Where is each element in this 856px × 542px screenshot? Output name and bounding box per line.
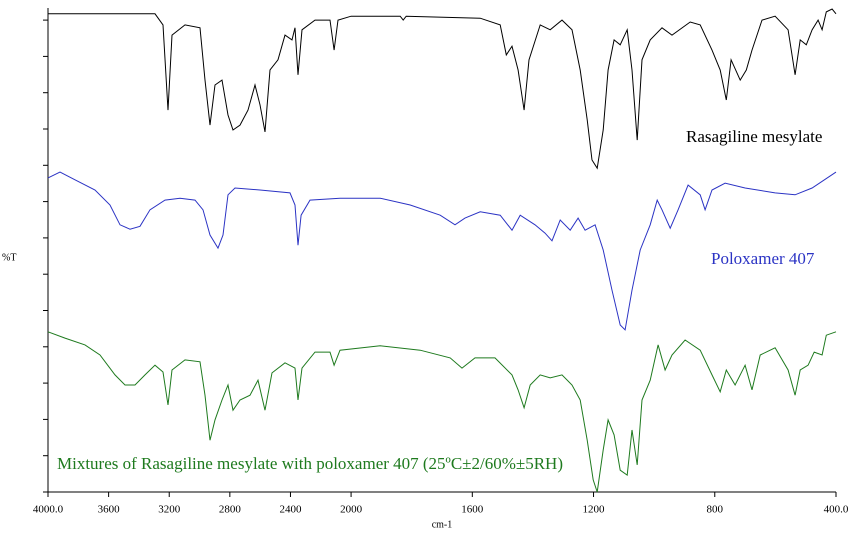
x-tick-label: 3200 (158, 504, 181, 516)
x-tick-label: 800 (707, 504, 724, 516)
x-tick-label: 2000 (340, 504, 363, 516)
series-label: Mixtures of Rasagiline mesylate with pol… (57, 454, 563, 473)
spectrum-line (47, 171, 837, 331)
x-tick-label: 4000.0 (33, 504, 64, 516)
x-tick-label: 1600 (461, 504, 484, 516)
x-tick-label: 2800 (219, 504, 242, 516)
x-tick-label: 2400 (279, 504, 302, 516)
series-label: Rasagiline mesylate (686, 127, 822, 146)
x-tick-label: 400.0 (824, 504, 849, 516)
x-tick-label: 3600 (98, 504, 121, 516)
x-tick-label: 1200 (583, 504, 606, 516)
y-axis-label: %T (2, 252, 16, 263)
spectrum-line (48, 8, 837, 170)
spectrum-line (47, 331, 837, 493)
series-label: Poloxamer 407 (711, 249, 815, 268)
x-axis-label: cm-1 (432, 519, 453, 530)
